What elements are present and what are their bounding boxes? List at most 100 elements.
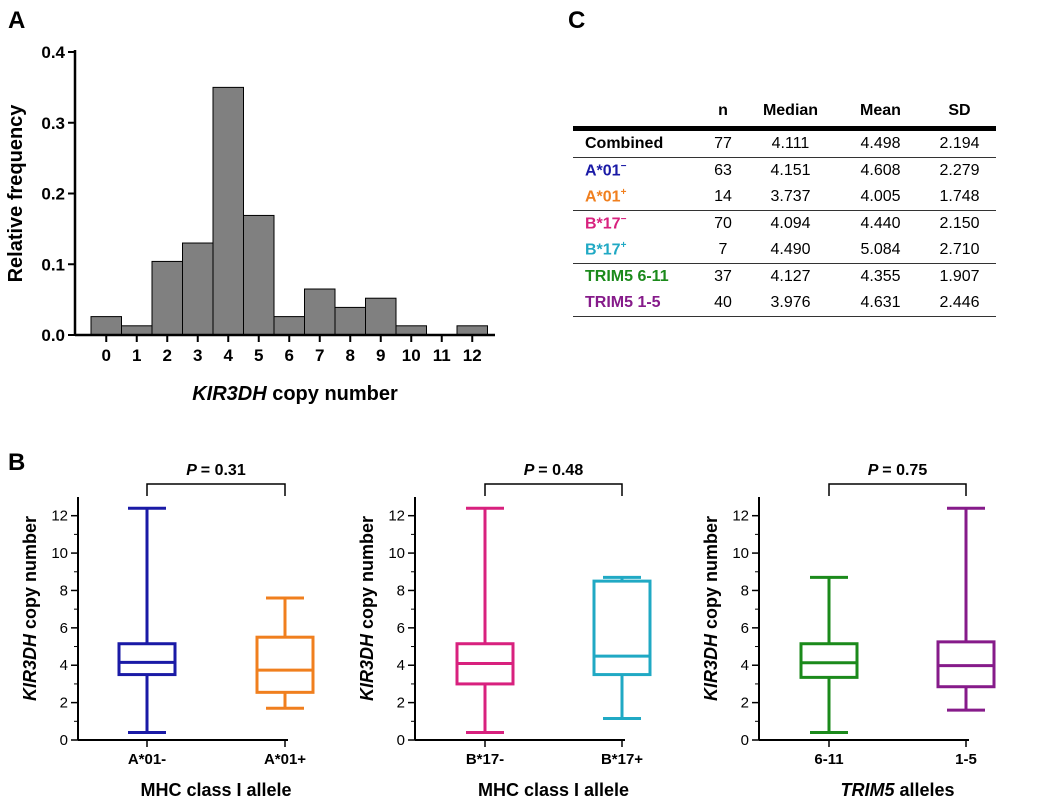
cell-n: 14 [703, 184, 743, 211]
bar-4 [212, 86, 244, 336]
x-tick-label: 8 [346, 346, 355, 365]
row-label: TRIM5 6-11 [573, 264, 703, 291]
x-tick-label: B*17+ [601, 751, 643, 768]
table-header-row: n Median Mean SD [573, 98, 996, 129]
y-tick-label: 10 [732, 545, 749, 562]
row-label-text: A*01 [585, 188, 621, 206]
cell-median: 4.151 [770, 162, 811, 179]
cell-n: 70 [714, 215, 732, 232]
cell-n: 63 [714, 162, 732, 179]
y-tick-label: 0.2 [41, 185, 65, 204]
panel-label-b: B [8, 449, 25, 476]
p-symbol: P [524, 462, 539, 479]
y-tick-label: 6 [60, 620, 68, 637]
bar-7 [304, 288, 336, 336]
cell-sd: 2.446 [923, 290, 996, 317]
x-tick-label: 9 [376, 346, 385, 365]
x-tick-label: 2 [163, 346, 172, 365]
y-tick-label: 10 [51, 545, 68, 562]
cell-n: 77 [703, 128, 743, 158]
bar-1 [121, 325, 153, 336]
col-header-n: n [718, 102, 728, 119]
cell-median: 4.094 [770, 215, 811, 232]
table-row: TRIM5 6-11 37 4.127 4.355 1.907 [573, 264, 996, 291]
y-tick-label: 4 [741, 657, 749, 674]
p-value-label: P = 0.75 [868, 462, 928, 479]
p-symbol: P [186, 462, 201, 479]
y-axis-title-rest: copy number [20, 516, 40, 634]
row-label-sup: − [620, 214, 627, 226]
row-label-text: B*17 [585, 241, 621, 259]
y-tick-label: 12 [51, 508, 68, 525]
bar-3 [182, 242, 214, 336]
x-tick-label: 11 [433, 346, 451, 365]
p-value: = 0.48 [538, 462, 583, 479]
x-tick-label: 12 [463, 346, 482, 365]
row-label: Combined [573, 128, 703, 158]
cell-mean: 4.440 [860, 215, 901, 232]
x-axis-title-italic: KIR3DH [192, 383, 267, 405]
bar-2 [151, 260, 183, 336]
bar-6 [273, 316, 305, 336]
cell-mean: 4.005 [838, 184, 923, 211]
y-tick-label: 0 [397, 732, 405, 749]
y-axis-title: Relative frequency [5, 104, 27, 283]
row-label-text: TRIM5 6-11 [585, 268, 669, 285]
row-label-text: TRIM5 1-5 [585, 294, 661, 311]
row-label: A*01− [573, 158, 703, 185]
box-iqr [255, 635, 315, 694]
y-tick-label: 0.0 [41, 326, 65, 345]
box-iqr [799, 642, 859, 679]
cell-sd: 2.710 [923, 237, 996, 264]
row-label-text: A*01 [585, 162, 621, 180]
bar-0 [90, 316, 122, 336]
cell-sd: 1.748 [923, 184, 996, 211]
p-value-label: P = 0.31 [186, 462, 246, 479]
cell-n: 7 [703, 237, 743, 264]
x-tick-label: 6-11 [814, 751, 843, 768]
p-value: = 0.31 [201, 462, 246, 479]
cell-sd: 2.150 [939, 215, 980, 232]
x-tick-label: 6 [285, 346, 294, 365]
x-axis-title: KIR3DH copy number [192, 383, 398, 405]
cell-median: 4.127 [770, 268, 811, 285]
y-tick-label: 0.3 [41, 114, 65, 133]
cell-median: 4.111 [743, 128, 838, 158]
p-value: = 0.75 [882, 462, 927, 479]
y-tick-label: 12 [732, 508, 749, 525]
x-tick-label: 10 [402, 346, 421, 365]
col-header-label [573, 98, 703, 129]
y-axis-title-italic: KIR3DH [701, 633, 721, 701]
panel-label-a: A [8, 7, 25, 34]
y-axis-title-italic: KIR3DH [20, 633, 40, 701]
y-tick-label: 6 [741, 620, 749, 637]
p-value-label: P = 0.48 [524, 462, 584, 479]
histogram-panel-a: 0.00.10.20.30.40 1 2 3 4 5 6 7 8 9 10 11 12Relative … [5, 43, 495, 405]
cell-mean: 4.355 [860, 268, 901, 285]
significance-bracket [146, 483, 286, 496]
x-axis-title: MHC class I allele [140, 780, 291, 800]
y-tick-label: 2 [60, 695, 68, 712]
bar-5 [243, 214, 275, 336]
cell-median: 3.976 [743, 290, 838, 317]
x-tick-label: 1-5 [955, 751, 977, 768]
table-row: A*01+ 14 3.737 4.005 1.748 [573, 184, 996, 211]
row-label-sup: + [620, 187, 627, 199]
x-axis-title-rest: copy number [267, 383, 398, 405]
x-tick-label: A*01+ [264, 751, 306, 768]
cell-median: 4.490 [743, 237, 838, 264]
row-label-sup: + [620, 240, 627, 252]
bar-10 [395, 325, 427, 336]
table-row: B*17− 70 4.094 4.440 2.150 [573, 211, 996, 238]
panel-label-c: C [568, 7, 585, 34]
significance-bracket [828, 483, 967, 496]
row-label-sup: − [620, 161, 627, 173]
table-row: Combined 77 4.111 4.498 2.194 [573, 128, 996, 158]
table-row: A*01− 63 4.151 4.608 2.279 [573, 158, 996, 185]
boxplot-mhc-a01: 0 2 4 6 8 10 12 A*01- A*01+ P = 0.31 KIR3DH copy n… [20, 462, 315, 800]
row-label: B*17− [573, 211, 703, 238]
row-label: A*01+ [573, 184, 703, 211]
y-tick-label: 2 [741, 695, 749, 712]
x-tick-label: 3 [193, 346, 202, 365]
cell-sd: 1.907 [939, 268, 980, 285]
